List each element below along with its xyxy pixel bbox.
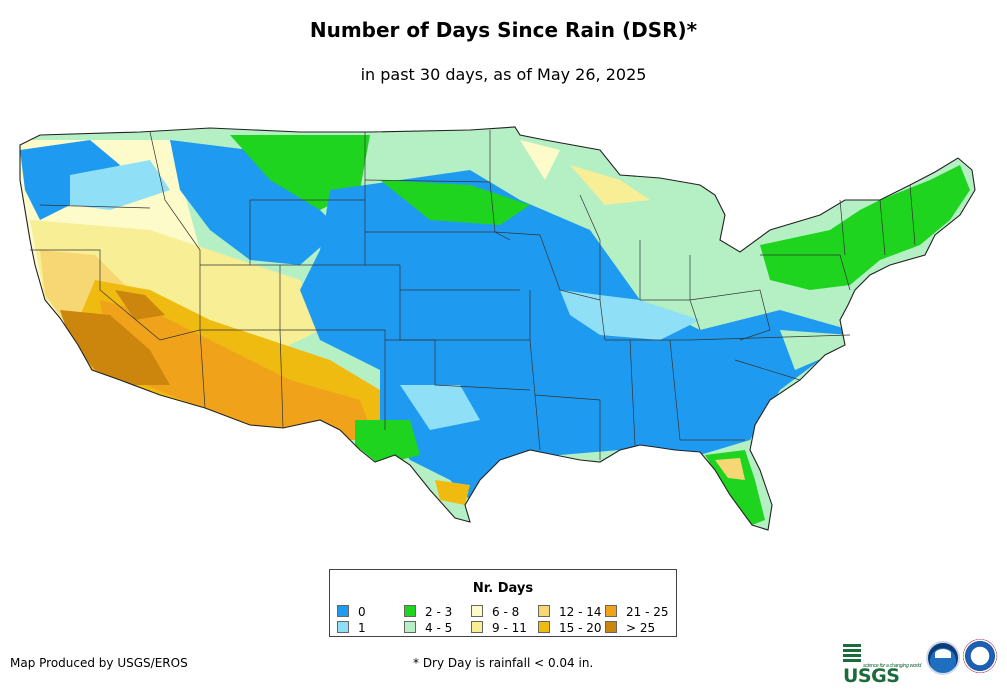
legend-label: 4 - 5 <box>425 621 453 635</box>
legend-item-1: 1 <box>337 621 366 634</box>
legend-swatch <box>471 621 483 633</box>
state-borders <box>30 130 916 460</box>
zone-dakotas-2-3 <box>380 180 530 225</box>
usgs-logo-text: USGS <box>843 665 900 687</box>
zone-florida-2-3 <box>705 450 765 525</box>
legend-box: Nr. Days 0 1 2 - 3 4 - 5 6 - 8 9 - 11 12… <box>329 569 677 637</box>
legend-item-over-25: > 25 <box>605 621 655 634</box>
legend-label: 9 - 11 <box>492 621 527 635</box>
zone-texas-1 <box>400 385 480 430</box>
zone-carolinas-4-5 <box>780 330 850 370</box>
zone-nevada-over-25 <box>115 290 165 320</box>
zone-northeast-2-3 <box>760 165 970 290</box>
legend-swatch <box>605 605 617 617</box>
legend-label: 15 - 20 <box>559 621 602 635</box>
map-title: Number of Days Since Rain (DSR)* <box>309 18 698 42</box>
legend-label: 21 - 25 <box>626 605 669 619</box>
legend-label: 6 - 8 <box>492 605 520 619</box>
legend-swatch <box>337 605 349 617</box>
zone-pnw-1 <box>70 160 170 210</box>
map-credit: Map Produced by USGS/EROS <box>10 656 188 670</box>
zone-great-basin-9-11 <box>30 220 320 360</box>
dsr-shading <box>20 127 975 530</box>
zone-wisconsin-9-11 <box>570 165 650 205</box>
zone-rockies-0 <box>170 140 340 265</box>
legend-swatch <box>404 605 416 617</box>
legend-item-6-8: 6 - 8 <box>471 605 519 618</box>
legend-label: 2 - 3 <box>425 605 453 619</box>
legend-swatch <box>538 621 550 633</box>
legend-label: 0 <box>358 605 366 619</box>
legend-item-15-20: 15 - 20 <box>538 621 602 634</box>
zone-florida-12-14 <box>715 458 745 480</box>
legend-swatch <box>471 605 483 617</box>
zone-south-texas-15-20 <box>435 480 470 505</box>
legend-item-21-25: 21 - 25 <box>605 605 669 618</box>
legend-label: > 25 <box>626 621 656 635</box>
zone-socal-over-25 <box>60 310 170 385</box>
legend-item-12-14: 12 - 14 <box>538 605 602 618</box>
legend-label: 12 - 14 <box>559 605 602 619</box>
usgs-logo: USGS science for a changing world <box>843 643 921 687</box>
zone-minnesota-6-8 <box>520 140 560 180</box>
legend-swatch <box>538 605 550 617</box>
zone-west-texas-2-3 <box>355 420 420 465</box>
zone-arizona-21-25 <box>100 300 375 440</box>
legend-item-2-3: 2 - 3 <box>404 605 452 618</box>
noaa-logo <box>926 641 960 675</box>
map-subtitle: in past 30 days, as of May 26, 2025 <box>360 65 647 84</box>
dry-day-footnote: * Dry Day is rainfall < 0.04 in. <box>413 656 594 670</box>
legend-swatch <box>337 621 349 633</box>
legend-item-0: 0 <box>337 605 366 618</box>
zone-ohio-valley-1 <box>560 290 700 340</box>
legend-swatch <box>605 621 617 633</box>
legend-swatch <box>404 621 416 633</box>
usgs-wave-icon <box>843 644 861 662</box>
legend-title: Nr. Days <box>472 581 534 596</box>
usgs-tagline: science for a changing world <box>863 663 921 669</box>
legend-label: 1 <box>358 621 366 635</box>
legend-item-4-5: 4 - 5 <box>404 621 452 634</box>
nws-logo <box>963 639 997 673</box>
legend-item-9-11: 9 - 11 <box>471 621 527 634</box>
